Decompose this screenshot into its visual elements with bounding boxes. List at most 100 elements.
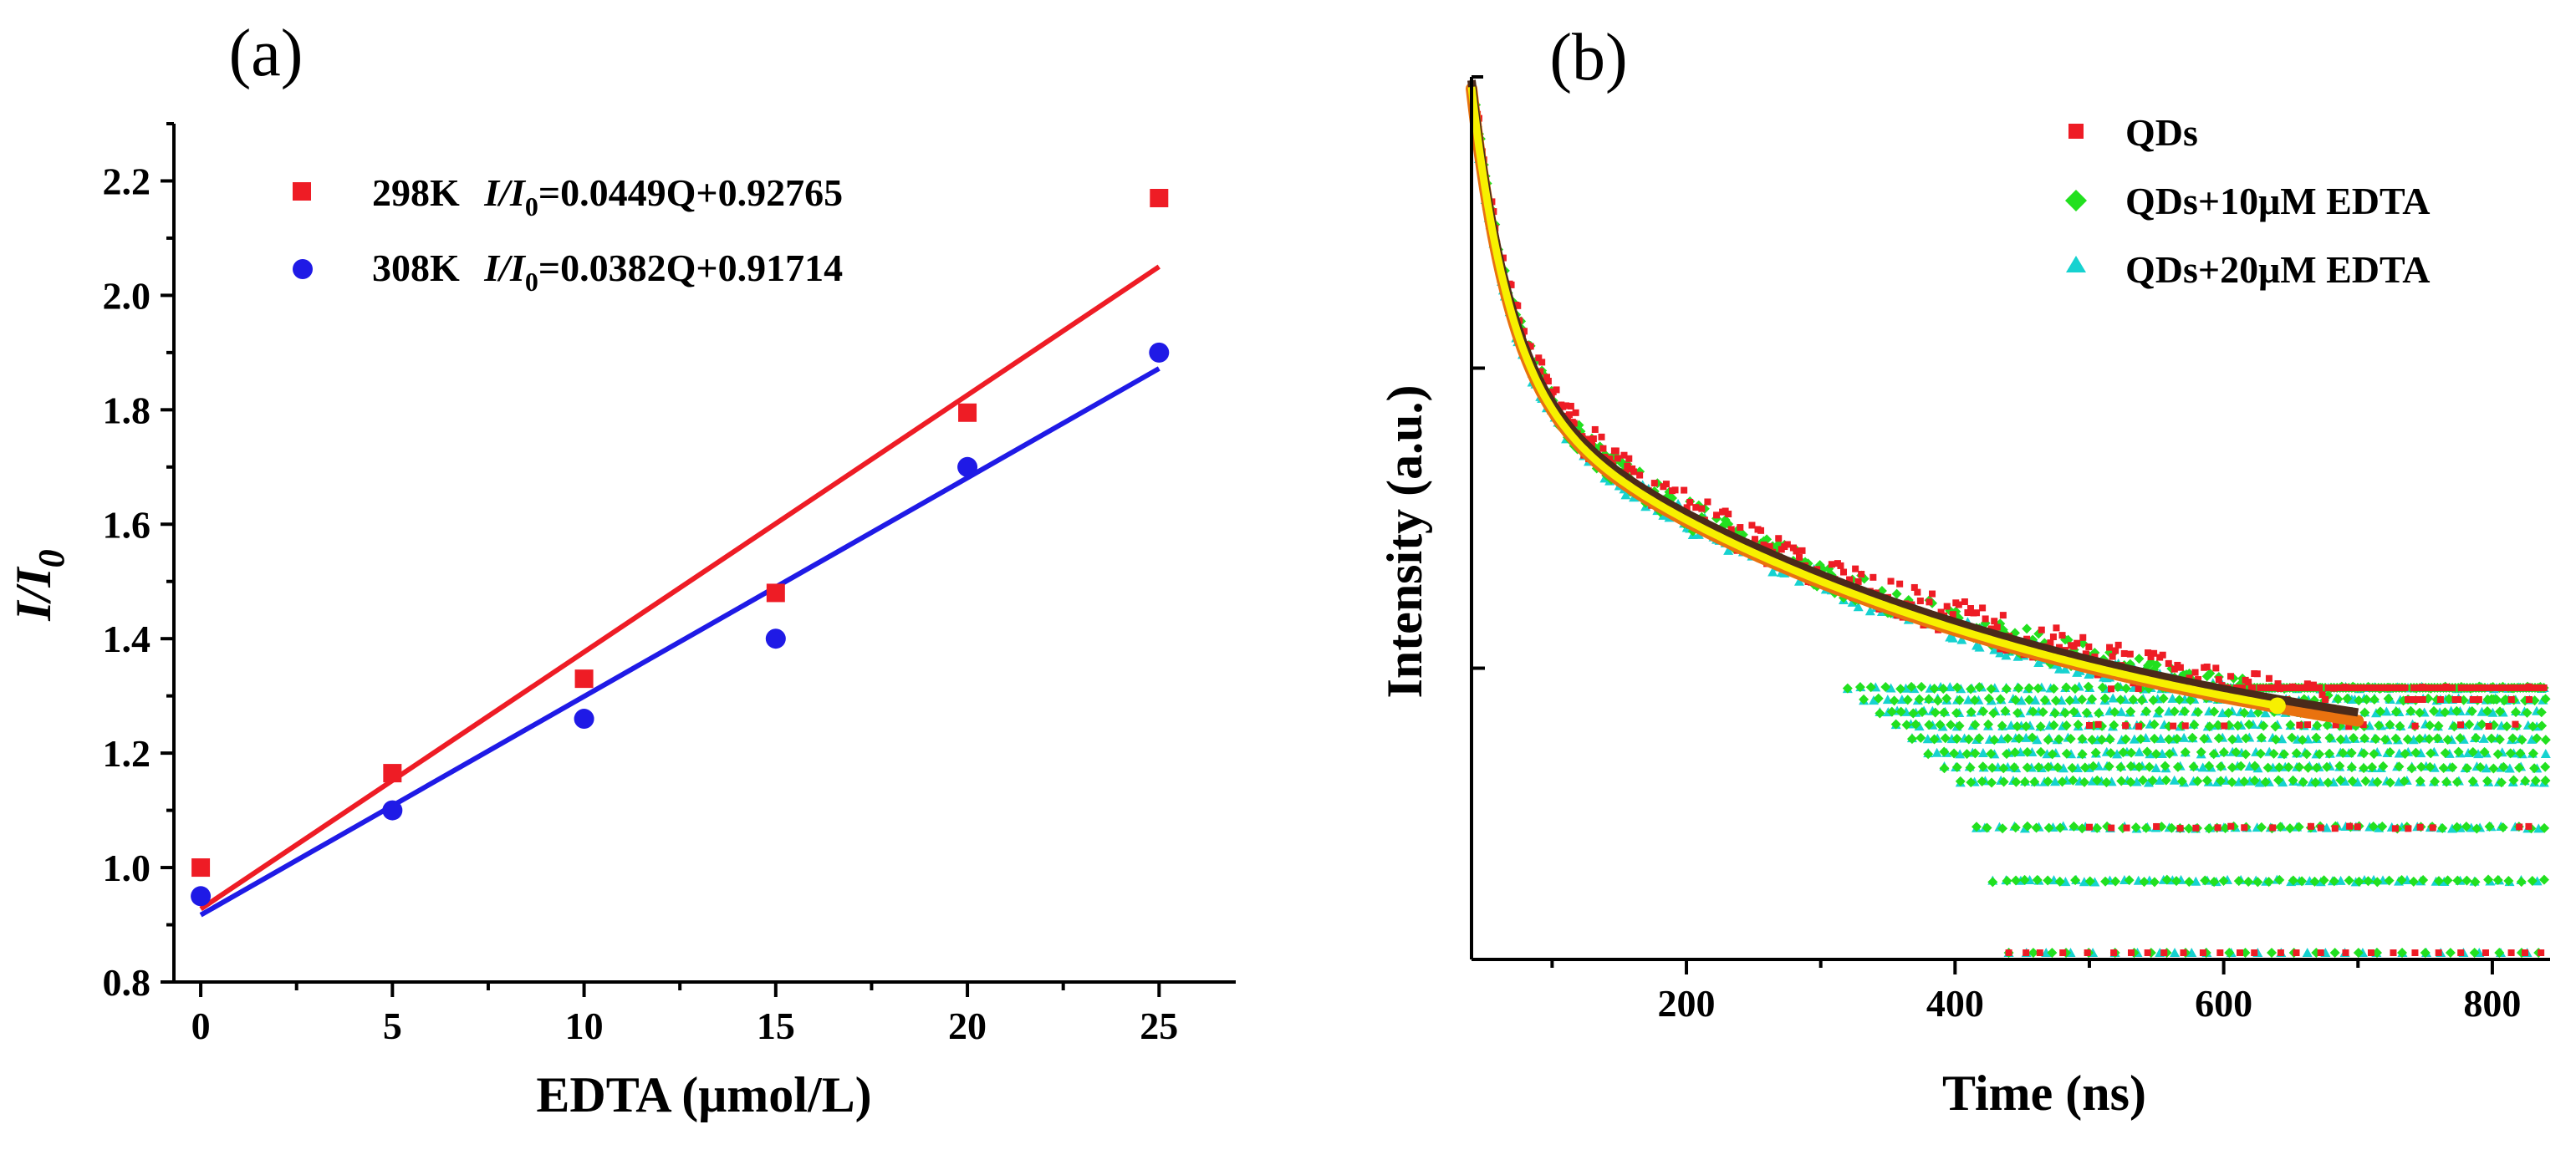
decay-point-qds-10-m-edta [1978,706,1989,717]
decay-point-qds-10-m-edta [2249,761,2260,771]
decay-point-qds-10-m-edta [2140,822,2151,833]
decay-point-qds-10-m-edta [2539,822,2550,833]
panel-b-legend: QDs QDs+10μM EDTA QDs+20μM EDTA [2065,111,2431,291]
decay-point-qds-10-m-edta [1986,748,1997,759]
decay-point-qds-10-m-edta [2001,684,2012,695]
decay-point-qds-10-m-edta [2260,776,2271,787]
decay-point-qds-20-m-edta [2278,777,2288,787]
decay-point-qds-10-m-edta [2021,721,2032,732]
decay-point-qds-10-m-edta [2420,948,2431,958]
decay-point-qds [1966,605,1974,613]
decay-point-qds [2303,683,2311,690]
decay-point-qds-10-m-edta [2496,777,2507,788]
decay-point-qds-10-m-edta [2297,735,2308,745]
decay-point-qds-10-m-edta [2087,735,2098,745]
decay-point-qds-10-m-edta [2333,694,2344,705]
decay-point-qds-10-m-edta [1998,776,2009,787]
decay-point-qds-10-m-edta [2061,720,2072,731]
decay-point-qds [2108,824,2115,832]
decay-point-qds [2419,684,2426,691]
decay-point-qds [2505,684,2512,691]
decay-point-qds-10-m-edta [1895,684,1906,695]
decay-point-qds-10-m-edta [2479,746,2490,757]
panel-b-y-axis-title: Intensity (a.u.) [1377,384,1432,698]
decay-point-qds-10-m-edta [2203,823,2214,834]
decay-point-qds-10-m-edta [2395,720,2405,731]
decay-point-qds-10-m-edta [2528,748,2538,759]
decay-point-qds-10-m-edta [2515,748,2526,759]
decay-point-qds-10-m-edta [2335,734,2346,745]
decay-point-qds-20-m-edta [2381,706,2392,716]
decay-point-qds [1964,609,1972,617]
panel-b-x-axis-title: Time (ns) [1942,1066,2146,1121]
decay-point-qds-10-m-edta [1910,719,1921,730]
decay-point-qds-10-m-edta [2538,874,2549,885]
decay-point-qds-10-m-edta [2270,721,2281,732]
point-298k [191,858,211,878]
decay-point-qds-20-m-edta [2041,948,2052,957]
decay-point-qds-10-m-edta [2110,876,2121,887]
decay-point-qds-10-m-edta [2010,822,2021,833]
decay-point-qds [2049,633,2057,641]
decay-point-qds-10-m-edta [2263,877,2274,888]
decay-point-qds [2316,684,2324,691]
decay-point-qds-10-m-edta [2010,695,2021,705]
decay-point-qds-10-m-edta [2287,732,2298,743]
decay-point-qds-10-m-edta [2359,707,2370,718]
decay-point-qds-10-m-edta [2529,763,2540,774]
decay-point-qds [2047,639,2054,647]
decay-point-qds-10-m-edta [1983,693,1994,704]
decay-point-qds-10-m-edta [2323,777,2334,788]
decay-point-qds-10-m-edta [2530,776,2541,786]
decay-point-qds [2317,824,2324,832]
decay-point-qds-10-m-edta [2464,719,2475,730]
decay-point-qds [2401,684,2409,691]
decay-point-qds-10-m-edta [2164,748,2175,759]
decay-point-qds-10-m-edta [2184,877,2195,888]
decay-point-qds-20-m-edta [2540,748,2551,758]
decay-point-qds-10-m-edta [2120,734,2131,745]
point-308k [191,886,212,907]
panel-a-y-axis-title: I/I0 [6,549,72,621]
decay-point-qds-10-m-edta [2293,822,2304,832]
decay-point-qds-10-m-edta [1951,734,1962,745]
decay-point-qds-10-m-edta [2367,762,2378,773]
decay-point-qds [1537,368,1544,375]
decay-point-qds [1620,451,1628,459]
decay-point-qds [1828,561,1835,568]
decay-point-qds-10-m-edta [2322,761,2333,772]
decay-point-qds-10-m-edta [1914,694,1925,705]
decay-point-qds-10-m-edta [2083,681,2094,692]
decay-point-qds-10-m-edta [2142,746,2153,757]
decay-point-qds-20-m-edta [2108,693,2119,703]
decay-point-qds [2466,684,2474,691]
decay-point-qds [1949,611,1956,618]
decay-point-qds [2538,949,2545,956]
decay-point-qds-10-m-edta [2023,683,2034,694]
decay-point-qds [2079,633,2087,641]
decay-point-qds-20-m-edta [2260,708,2271,718]
decay-point-qds-10-m-edta [2199,733,2210,744]
decay-point-qds-10-m-edta [2150,749,2161,760]
decay-point-qds-10-m-edta [2484,822,2495,832]
decay-point-qds-10-m-edta [2033,683,2043,694]
decay-point-qds-20-m-edta [2217,708,2228,718]
panel-a-axes: 0 5 10 15 20 25 0.8 1.0 1.2 1.4 1.6 1.8 2.0 2.2 [103,122,1236,1047]
decay-point-qds [2145,649,2152,657]
decay-point-qds-10-m-edta [2329,948,2340,958]
legend-entry-298k: 298K I/I0=0.0449Q+0.92765 [293,171,843,221]
decay-point-qds-10-m-edta [2249,776,2260,786]
decay-point-qds-10-m-edta [2288,875,2298,886]
decay-point-qds-10-m-edta [2433,720,2444,731]
decay-point-qds-10-m-edta [2158,693,2169,704]
decay-point-qds [1943,603,1951,610]
panel-b-axes: 200 400 600 800 [1470,75,2550,1025]
decay-point-qds-10-m-edta [2065,734,2076,745]
decay-point-qds [2525,683,2533,690]
decay-point-qds-10-m-edta [1891,588,1902,599]
decay-point-qds-10-m-edta [2227,776,2237,787]
decay-point-qds-20-m-edta [2060,664,2071,674]
decay-point-qds-20-m-edta [2060,877,2071,887]
decay-point-qds-10-m-edta [2498,761,2509,772]
decay-point-qds-10-m-edta [2303,762,2313,773]
